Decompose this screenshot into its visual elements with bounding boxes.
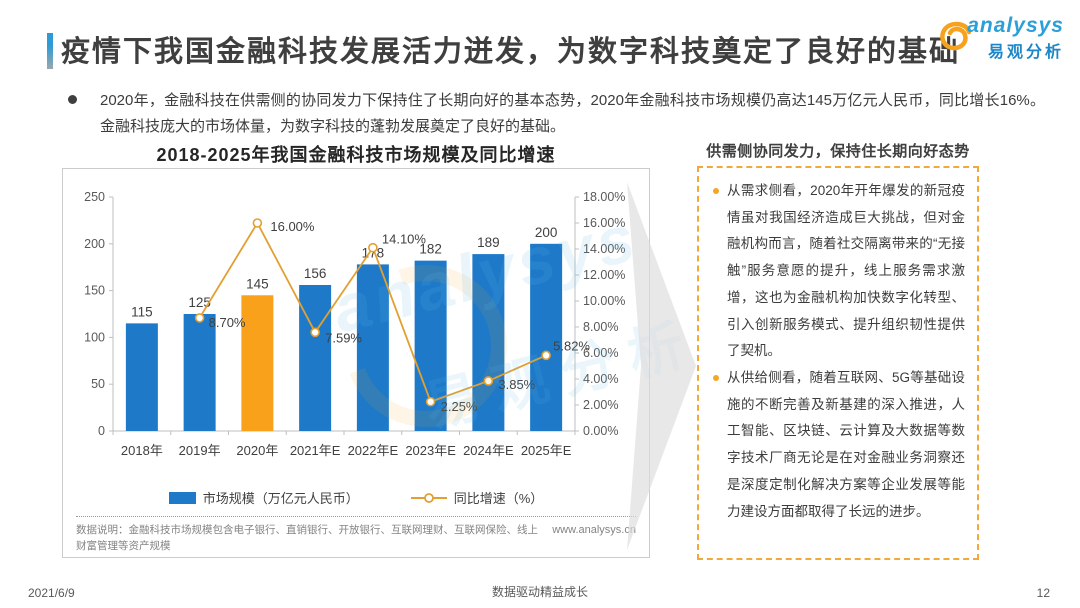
title-accent-bar	[47, 33, 53, 69]
panel-bullet-supply: 从供给侧看，随着互联网、5G等基础设施的不断完善及新基建的深入推进，人工智能、区…	[711, 365, 965, 525]
svg-text:0.00%: 0.00%	[583, 424, 618, 438]
line-marker-icon	[410, 492, 447, 503]
intro-paragraph: 2020年，金融科技在供需侧的协同发力下保持住了长期向好的基本态势，2020年金…	[100, 92, 1045, 136]
panel-bullet-demand: 从需求侧看，2020年开年爆发的新冠疫情虽对我国经济造成巨大挑战，但对金融机构而…	[711, 178, 965, 365]
svg-text:16.00%: 16.00%	[583, 216, 625, 230]
bar-swatch-icon	[168, 491, 196, 504]
svg-text:2025年E: 2025年E	[521, 443, 572, 458]
footnote-divider	[76, 516, 636, 517]
analysys-logo: analysys 易观分析	[931, 14, 1064, 64]
svg-text:2018年: 2018年	[121, 443, 163, 458]
svg-text:6.00%: 6.00%	[583, 346, 618, 360]
source-url: www.analysys.cn	[552, 524, 636, 536]
chart-panel: 0 50 100 150 200 250 0.00% 2.00% 4.00% 6.00% 8.00%…	[62, 168, 650, 558]
footer-date: 2021/6/9	[28, 586, 75, 600]
page-title: 疫情下我国金融科技发展活力迸发，为数字科技奠定了良好的基础	[61, 36, 961, 68]
svg-text:14.00%: 14.00%	[583, 242, 625, 256]
legend-label-line: 同比增速（%）	[453, 491, 544, 506]
legend-item-line: 同比增速（%）	[410, 488, 544, 507]
logo-text-cn: 易观分析	[987, 44, 1064, 61]
legend-label-bar: 市场规模（万亿元人民币）	[202, 491, 359, 506]
svg-text:2.00%: 2.00%	[583, 398, 618, 412]
svg-text:189: 189	[477, 235, 500, 250]
footer-slogan: 数据驱动精益成长	[491, 585, 588, 599]
svg-text:0: 0	[98, 424, 105, 438]
panel-title: 供需侧协同发力，保持住长期向好态势	[706, 143, 970, 160]
orange-bullet-icon	[713, 375, 719, 382]
svg-text:7.59%: 7.59%	[325, 330, 362, 345]
logo-text-en: analysys	[967, 14, 1064, 37]
page-number: 12	[1036, 586, 1050, 600]
combo-chart: 0 50 100 150 200 250 0.00% 2.00% 4.00% 6.00% 8.00%…	[84, 190, 625, 458]
svg-text:18.00%: 18.00%	[583, 190, 625, 204]
svg-text:2022年E: 2022年E	[348, 443, 399, 458]
svg-text:2.25%: 2.25%	[441, 399, 478, 414]
intro-bullet-dot	[68, 95, 77, 104]
chart-footnote: 数据说明：金融科技市场规模包含电子银行、直销银行、开放银行、互联网理财、互联网保…	[63, 522, 649, 555]
orange-bullet-icon	[713, 188, 719, 194]
svg-text:156: 156	[304, 266, 327, 281]
svg-text:2021年E: 2021年E	[290, 443, 341, 458]
svg-text:12.00%: 12.00%	[583, 268, 625, 282]
panel-bullet-supply-text: 从供给侧看，随着互联网、5G等基础设施的不断完善及新基建的深入推进，人工智能、区…	[727, 370, 965, 519]
chart-legend: 市场规模（万亿元人民币） 同比增速（%）	[63, 488, 649, 507]
svg-text:2019年: 2019年	[179, 443, 221, 458]
svg-text:125: 125	[188, 295, 211, 310]
svg-text:5.82%: 5.82%	[553, 338, 590, 353]
data-note: 数据说明：金融科技市场规模包含电子银行、直销银行、开放银行、互联网理财、互联网保…	[76, 524, 538, 553]
insight-panel: 从需求侧看，2020年开年爆发的新冠疫情虽对我国经济造成巨大挑战，但对金融机构而…	[697, 166, 979, 560]
svg-text:2023年E: 2023年E	[405, 443, 456, 458]
svg-text:2020年: 2020年	[236, 443, 278, 458]
svg-text:16.00%: 16.00%	[270, 219, 315, 234]
svg-text:115: 115	[131, 304, 153, 319]
svg-text:8.70%: 8.70%	[209, 315, 246, 330]
panel-bullet-demand-text: 从需求侧看，2020年开年爆发的新冠疫情虽对我国经济造成巨大挑战，但对金融机构而…	[727, 183, 965, 359]
right-arrow-shape	[627, 182, 696, 550]
svg-text:10.00%: 10.00%	[583, 294, 625, 308]
svg-text:150: 150	[84, 284, 105, 298]
chart-title: 2018-2025年我国金融科技市场规模及同比增速	[156, 145, 556, 165]
svg-text:145: 145	[246, 276, 269, 291]
legend-item-bar: 市场规模（万亿元人民币）	[168, 488, 359, 507]
svg-text:200: 200	[535, 225, 558, 240]
svg-text:50: 50	[91, 377, 105, 391]
svg-text:8.00%: 8.00%	[583, 320, 618, 334]
svg-text:250: 250	[84, 190, 105, 204]
svg-text:14.10%: 14.10%	[382, 232, 427, 247]
svg-text:100: 100	[84, 330, 105, 344]
svg-text:200: 200	[84, 237, 105, 251]
svg-text:4.00%: 4.00%	[583, 372, 618, 386]
svg-text:3.85%: 3.85%	[498, 377, 535, 392]
svg-text:2024年E: 2024年E	[463, 443, 514, 458]
analysys-swirl-icon	[940, 21, 972, 51]
svg-text:182: 182	[419, 242, 442, 257]
